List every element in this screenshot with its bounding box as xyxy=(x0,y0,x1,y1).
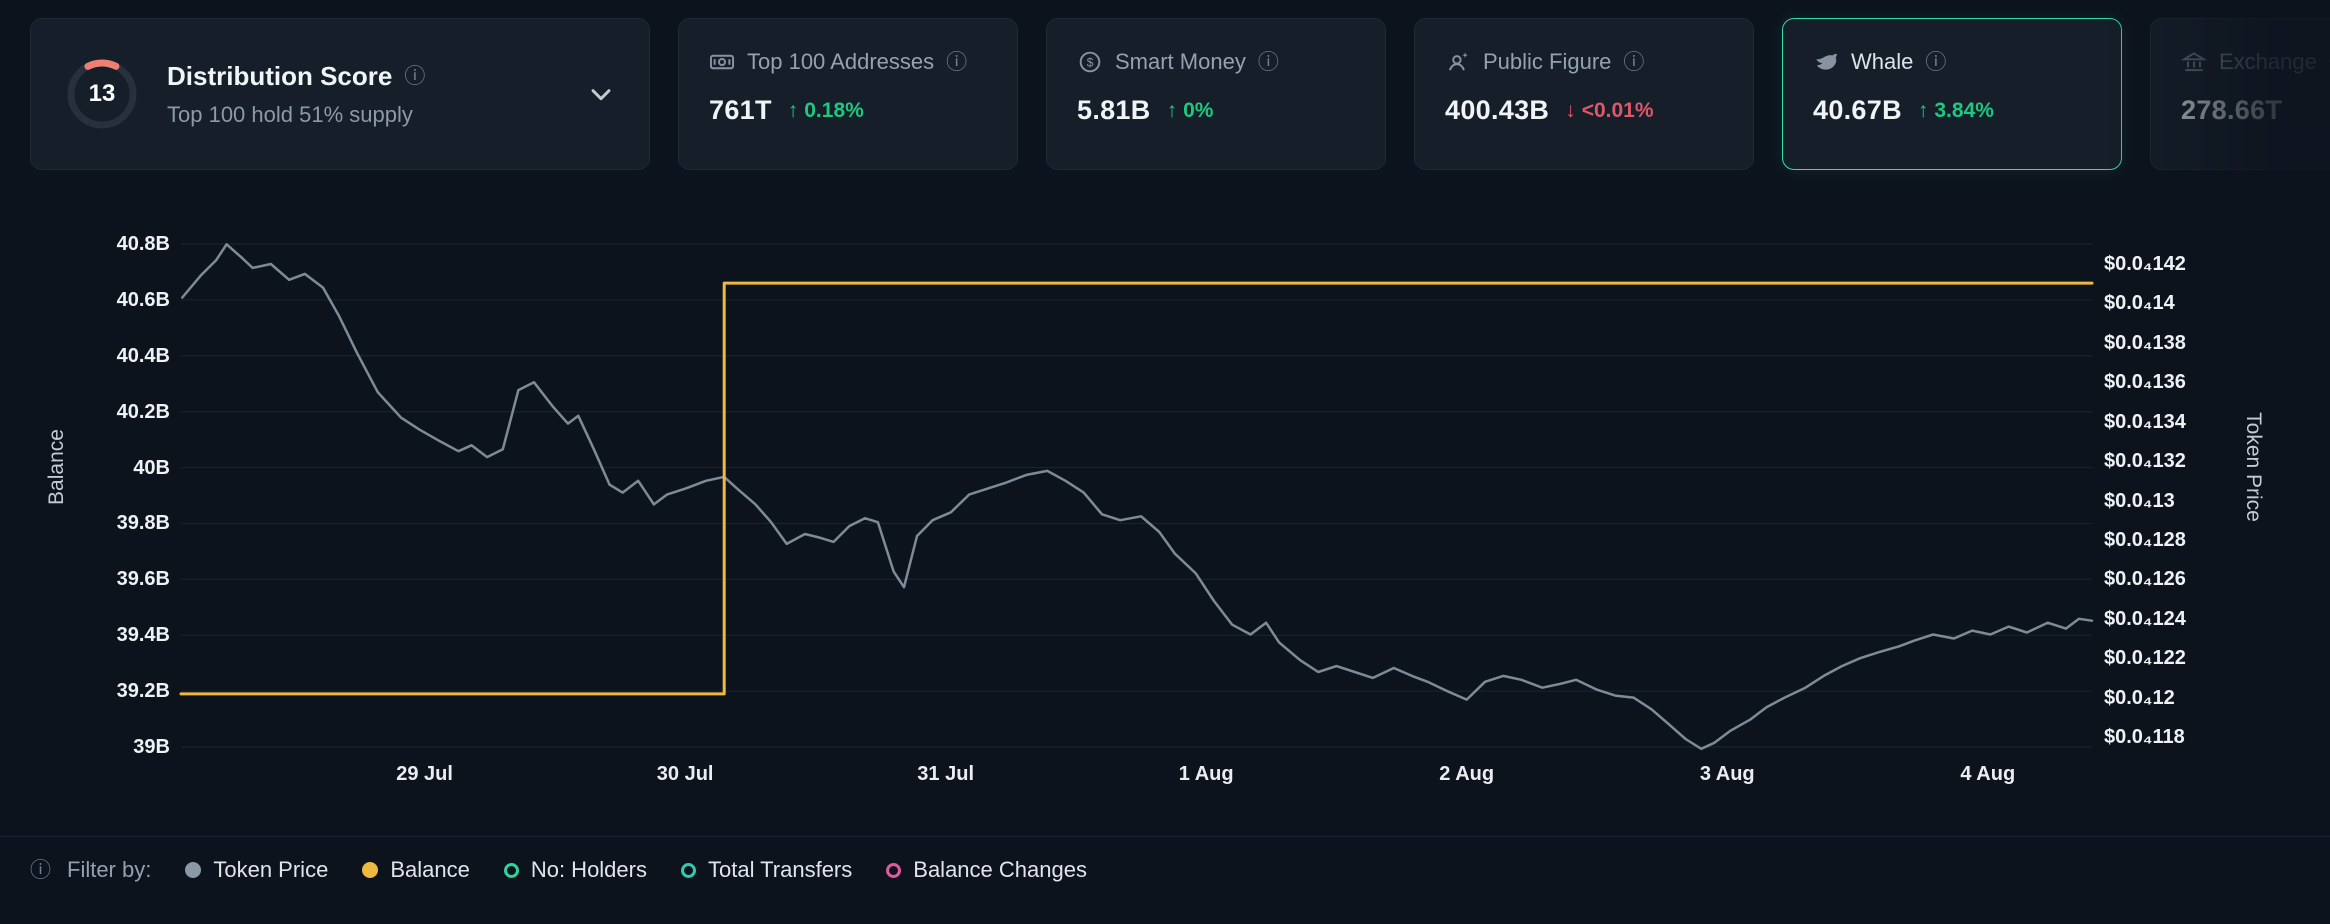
stat-label: Top 100 Addresses xyxy=(747,49,935,74)
legend-token-price[interactable]: Token Price xyxy=(185,857,328,883)
person-sparkle-icon xyxy=(1445,49,1471,75)
distribution-score-value: 13 xyxy=(88,80,116,107)
stat-change-value: 0% xyxy=(1183,98,1214,122)
arrow-up-icon: ↑ xyxy=(787,98,799,122)
gauge-ring-icon xyxy=(67,59,137,129)
balance-dot-icon xyxy=(362,862,379,878)
arrow-down-icon: ↓ xyxy=(1565,98,1576,122)
legend-label: Balance xyxy=(390,857,470,882)
stat-change: ↓ <0.01% xyxy=(1565,99,1653,123)
legend-label: Balance Changes xyxy=(913,857,1087,882)
chevron-down-icon[interactable] xyxy=(585,78,617,110)
series-token-price-line xyxy=(181,243,2094,751)
token-price-dot-icon xyxy=(185,862,202,878)
bank-icon xyxy=(2181,49,2207,75)
info-icon[interactable]: ⓘ xyxy=(1925,50,1947,74)
stat-change-value: <0.01% xyxy=(1581,98,1654,122)
distribution-score-title: Distribution Score xyxy=(167,60,393,91)
balance-changes-ring-icon xyxy=(886,862,902,878)
info-icon[interactable]: ⓘ xyxy=(404,64,426,88)
legend-label: No: Holders xyxy=(530,857,647,882)
banknote-icon xyxy=(709,49,735,75)
right-axis-title: Token Price xyxy=(2242,412,2265,522)
legend-balance-changes[interactable]: Balance Changes xyxy=(886,857,1087,883)
stat-card-smart-money[interactable]: $ Smart Money ⓘ 5.81B ↑ 0% xyxy=(1046,18,1386,170)
stat-value: 400.43B xyxy=(1445,95,1550,125)
info-icon[interactable]: ⓘ xyxy=(1257,50,1279,74)
stat-change: ↑ 0.18% xyxy=(788,99,864,123)
filter-bar: ⓘ Filter by: Token Price Balance No: Hol… xyxy=(30,850,1087,890)
distribution-score-subtitle: Top 100 hold 51% supply xyxy=(167,101,413,127)
info-icon[interactable]: ⓘ xyxy=(946,50,968,74)
stat-change-value: 0.18% xyxy=(804,98,864,122)
filter-by-label: Filter by: xyxy=(67,857,152,882)
stat-label: Whale xyxy=(1851,49,1914,74)
stat-value: 278.66T xyxy=(2181,95,2283,125)
stat-value: 5.81B xyxy=(1077,95,1151,125)
stat-label: Public Figure xyxy=(1483,49,1612,74)
stat-value: 761T xyxy=(709,95,772,125)
stat-card-exchange[interactable]: Exchange ⓘ 278.66T xyxy=(2150,18,2330,170)
stat-change: ↑ 0% xyxy=(1167,99,1214,123)
info-icon: ⓘ xyxy=(30,858,51,882)
stat-card-public-figure[interactable]: Public Figure ⓘ 400.43B ↓ <0.01% xyxy=(1414,18,1754,170)
stat-card-top-100-addresses[interactable]: Top 100 Addresses ⓘ 761T ↑ 0.18% xyxy=(678,18,1018,170)
legend-total-transfers[interactable]: Total Transfers xyxy=(680,857,853,883)
distribution-score-text: Distribution Score ⓘ Top 100 hold 51% su… xyxy=(167,61,425,128)
legend-label: Token Price xyxy=(213,857,329,882)
info-icon[interactable]: ⓘ xyxy=(1623,50,1645,74)
stat-label: Exchange xyxy=(2219,49,2317,74)
distribution-score-card[interactable]: 13 Distribution Score ⓘ Top 100 hold 51%… xyxy=(30,18,650,170)
arrow-up-icon: ↑ xyxy=(1917,98,1929,122)
holders-ring-icon xyxy=(503,862,519,878)
footer-divider xyxy=(0,836,2330,837)
svg-text:$: $ xyxy=(1087,56,1094,70)
stat-value: 40.67B xyxy=(1813,95,1902,125)
left-axis-title: Balance xyxy=(45,429,68,505)
whale-icon xyxy=(1813,49,1839,75)
transfers-ring-icon xyxy=(680,862,696,878)
stat-change: ↑ 3.84% xyxy=(1918,99,1994,123)
coin-icon: $ xyxy=(1077,49,1103,75)
legend-no-holders[interactable]: No: Holders xyxy=(503,857,647,883)
series-balance-line xyxy=(179,281,2094,696)
stats-cards-row: 13 Distribution Score ⓘ Top 100 hold 51%… xyxy=(30,18,2330,170)
legend-balance[interactable]: Balance xyxy=(362,857,470,883)
stat-change-value: 3.84% xyxy=(1934,98,1994,122)
distribution-score-gauge: 13 xyxy=(63,55,141,133)
legend-label: Total Transfers xyxy=(707,857,853,882)
arrow-up-icon: ↑ xyxy=(1166,98,1178,122)
stat-label: Smart Money xyxy=(1115,49,1246,74)
stat-card-whale[interactable]: Whale ⓘ 40.67B ↑ 3.84% xyxy=(1782,18,2122,170)
